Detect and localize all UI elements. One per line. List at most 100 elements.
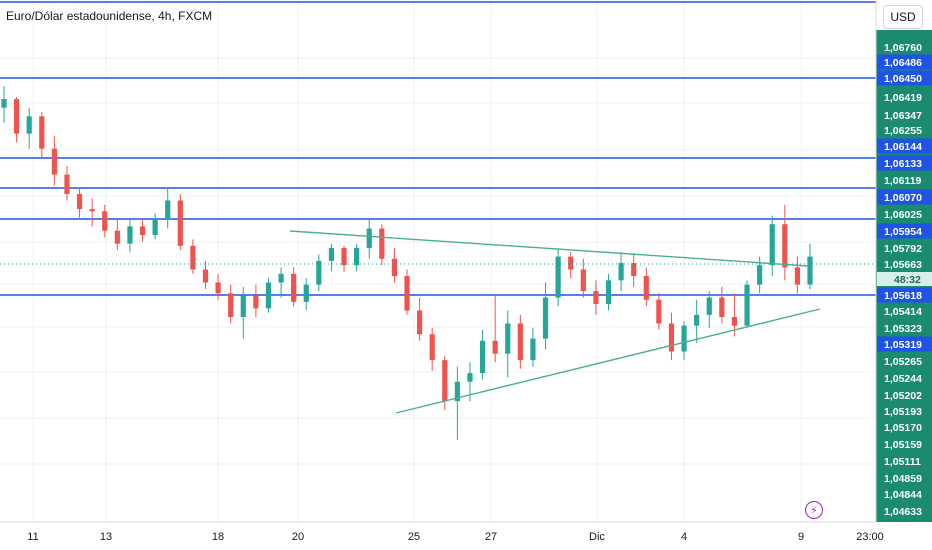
candle-body <box>316 260 322 285</box>
symbol-title: Euro/Dólar estadounidense, 4h, FXCM <box>6 9 213 23</box>
candle-body <box>303 284 309 302</box>
price-axis-label: 1,06255 <box>884 125 922 137</box>
lightning-icon[interactable]: ⚡ <box>805 501 823 519</box>
candle-body <box>542 297 549 339</box>
price-axis-label: 1,04633 <box>884 506 922 518</box>
candle-body <box>769 224 775 266</box>
candle-body <box>341 247 347 266</box>
price-axis-label: 1,06450 <box>884 73 922 85</box>
time-axis-label: 4 <box>681 531 687 543</box>
candle-body <box>505 323 511 354</box>
price-axis-label: 1,06070 <box>884 192 922 204</box>
currency-button[interactable]: USD <box>883 5 923 29</box>
candle-body <box>240 295 246 317</box>
candle-body <box>555 256 561 298</box>
candle-body <box>668 323 675 352</box>
candle-body <box>517 323 523 361</box>
candle-body <box>64 174 70 194</box>
candle-body <box>656 299 662 324</box>
price-badge <box>877 287 932 303</box>
candle-body <box>416 310 423 335</box>
candle-body <box>202 269 209 283</box>
candle-body <box>479 340 486 374</box>
countdown-badge <box>877 272 932 286</box>
candle-body <box>102 211 108 231</box>
candle-body <box>492 340 498 354</box>
price-axis-label: 1,06347 <box>884 110 922 122</box>
price-axis-label: 1,06144 <box>884 141 922 153</box>
candle-body <box>467 373 473 382</box>
price-axis-label: 1,05202 <box>884 390 922 402</box>
price-axis-label: 1,05265 <box>884 356 922 368</box>
candle-body <box>694 314 700 326</box>
time-axis-label: 23:00 <box>856 531 884 543</box>
candle-body <box>215 282 221 294</box>
candle-body <box>404 276 410 311</box>
price-axis-label: 1,05159 <box>884 439 922 451</box>
time-axis-label: 27 <box>485 531 497 543</box>
candle-body <box>782 224 788 268</box>
price-axis-label: 1,05792 <box>884 243 922 255</box>
price-axis-label: 1,05244 <box>884 373 922 385</box>
candle-body <box>26 116 32 134</box>
candle-body <box>719 297 725 317</box>
candle-body <box>379 228 385 259</box>
candle-body <box>76 194 83 210</box>
candle-body <box>39 116 45 149</box>
candle-body <box>291 273 297 302</box>
price-badge <box>877 70 932 86</box>
price-badge <box>877 189 932 205</box>
candle-body <box>127 226 133 244</box>
candle-body <box>757 265 763 285</box>
candle-body <box>354 247 360 266</box>
price-badge <box>877 138 932 154</box>
price-axis-label: 1,06119 <box>884 175 922 187</box>
candle-body <box>794 267 801 285</box>
candle-body <box>442 360 448 402</box>
price-axis-label: 1,05193 <box>884 406 922 418</box>
price-axis-label: 1,05319 <box>884 339 922 351</box>
candle-body <box>228 293 234 317</box>
candle-body <box>731 317 738 326</box>
candle-body <box>706 297 712 315</box>
candle-body <box>190 245 196 270</box>
price-axis-label: 1,05618 <box>884 290 922 302</box>
candle-body <box>391 258 398 276</box>
price-badge <box>877 155 932 171</box>
candle-body <box>253 295 259 309</box>
price-badge <box>877 336 932 352</box>
candle-body <box>152 219 158 235</box>
candle-body <box>51 148 57 175</box>
candle-body <box>114 230 120 244</box>
price-axis-label: 1,05954 <box>884 226 922 238</box>
candle-body <box>328 247 335 261</box>
candle-body <box>744 284 750 326</box>
candle-body <box>177 200 183 246</box>
candle-body <box>366 228 372 248</box>
price-badge <box>877 54 932 70</box>
price-axis-label: 1,05170 <box>884 422 922 434</box>
time-axis-label: 9 <box>798 531 804 543</box>
candle-body <box>605 280 612 305</box>
candle-body <box>165 200 171 220</box>
price-badge <box>877 223 932 239</box>
price-axis-label: 1,04844 <box>884 489 922 501</box>
price-axis-label: 1,05323 <box>884 323 922 335</box>
candle-body <box>1 99 7 108</box>
price-axis-label: 1,06025 <box>884 209 922 221</box>
price-axis-label: 1,06760 <box>884 42 922 54</box>
price-axis-label: 1,06419 <box>884 92 922 104</box>
price-axis-label: 1,05414 <box>884 306 922 318</box>
candle-body <box>643 276 649 300</box>
candle-body <box>429 334 435 361</box>
candle-body <box>139 226 146 235</box>
candle-body <box>593 291 599 305</box>
candle-body <box>454 381 460 402</box>
candle-body <box>631 263 637 276</box>
time-axis-label: 11 <box>27 531 38 543</box>
candle-body <box>618 263 624 281</box>
candle-body <box>13 99 20 134</box>
